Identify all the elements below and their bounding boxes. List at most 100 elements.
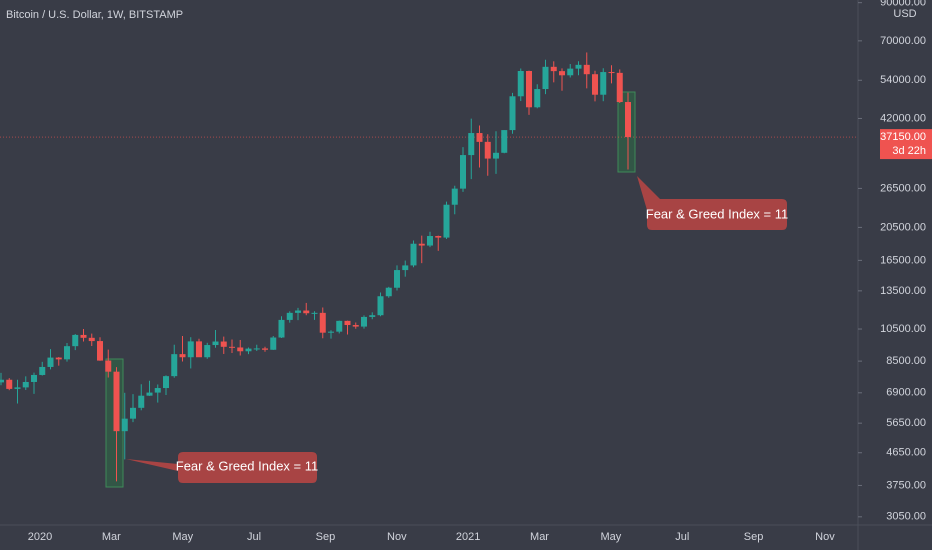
candle-body — [484, 141, 491, 159]
candle-body — [451, 188, 458, 205]
chart-title: Bitcoin / U.S. Dollar, 1W, BITSTAMP — [6, 9, 183, 21]
candle-body — [361, 316, 367, 327]
candle-body — [443, 204, 450, 238]
x-tick-label: Jul — [675, 531, 689, 543]
y-tick-label: 6900.00 — [886, 387, 926, 399]
candle-body — [311, 312, 318, 314]
candle-body — [567, 68, 574, 76]
candle-body — [559, 71, 565, 76]
candle-body — [352, 325, 359, 327]
candle-body — [608, 72, 615, 74]
candle-body — [113, 371, 120, 432]
candle-body — [550, 66, 557, 72]
candle-body — [344, 320, 351, 326]
candle-body — [319, 312, 326, 333]
candle-body — [39, 366, 46, 375]
candle-body — [80, 334, 87, 338]
candle-body — [220, 341, 227, 347]
candle-body — [410, 243, 417, 266]
x-tick-label: Mar — [102, 531, 121, 543]
x-tick-label: 2020 — [28, 531, 52, 543]
candle-body — [212, 341, 219, 346]
callout-text: Fear & Greed Index = 11 — [646, 206, 788, 221]
candle-body — [328, 331, 334, 333]
candle-body — [253, 348, 260, 350]
y-tick-label: 13500.00 — [880, 285, 926, 297]
candle-body — [493, 152, 499, 159]
candle-body — [121, 418, 128, 432]
candle-body — [204, 345, 211, 358]
candle-body — [385, 287, 392, 297]
x-tick-label: Nov — [387, 531, 407, 543]
y-tick-label: 70000.00 — [880, 35, 926, 47]
candle-body — [542, 66, 549, 90]
candle-body — [47, 357, 54, 367]
candle-body — [501, 130, 508, 153]
candle-body — [575, 64, 582, 69]
candle-body — [88, 337, 95, 342]
candle-body — [22, 381, 29, 388]
candle-body — [625, 102, 631, 138]
candle-body — [196, 341, 202, 358]
y-tick-label: 10500.00 — [880, 323, 926, 335]
candle-body — [295, 310, 301, 313]
x-tick-label: May — [600, 531, 621, 543]
candle-body — [460, 155, 466, 189]
candle-body — [435, 236, 442, 238]
x-tick-label: Sep — [316, 531, 336, 543]
candle-body — [55, 357, 62, 360]
y-tick-label: 42000.00 — [880, 112, 926, 124]
price-badge — [880, 129, 932, 160]
candle-body — [402, 265, 409, 271]
candle-body — [262, 348, 268, 350]
candle-body — [187, 341, 194, 358]
candle-body — [600, 72, 607, 95]
y-tick-label: 26500.00 — [880, 182, 926, 194]
callout-bubble — [126, 452, 317, 483]
currency-label: USD — [893, 8, 916, 20]
candle-body — [526, 70, 532, 108]
candle-body — [64, 346, 70, 360]
candle-body — [583, 64, 590, 75]
candle-body — [163, 376, 169, 389]
y-tick-label: 3750.00 — [886, 479, 926, 491]
candle-body — [336, 320, 343, 332]
candle-body — [303, 310, 310, 314]
candle-body — [0, 379, 4, 383]
candle-body — [286, 312, 293, 320]
candle-body — [31, 374, 37, 382]
candle-body — [245, 348, 252, 352]
x-tick-label: Nov — [815, 531, 835, 543]
candle-body — [138, 395, 145, 408]
candle-body — [517, 70, 524, 97]
callout-bubble — [637, 176, 787, 230]
candle-body — [6, 379, 13, 389]
x-tick-label: 2021 — [456, 531, 480, 543]
candles — [0, 52, 631, 482]
x-tick-label: Sep — [744, 531, 764, 543]
x-tick-label: May — [172, 531, 193, 543]
candle-body — [427, 236, 433, 246]
countdown-label: 3d 22h — [892, 145, 926, 157]
candle-body — [229, 346, 235, 348]
candle-body — [616, 72, 623, 103]
y-tick-label: 20500.00 — [880, 221, 926, 233]
candle-body — [270, 337, 277, 350]
candle-body — [14, 387, 21, 389]
y-tick-label: 4650.00 — [886, 447, 926, 459]
y-tick-label: 3050.00 — [886, 511, 926, 523]
candle-body — [154, 388, 161, 393]
candle-body — [171, 354, 178, 377]
candle-body — [534, 89, 541, 108]
candle-body — [377, 296, 384, 316]
y-tick-label: 54000.00 — [880, 74, 926, 86]
candle-body — [369, 315, 376, 317]
y-tick-label: 5650.00 — [886, 417, 926, 429]
candle-body — [476, 133, 483, 142]
candle-body — [278, 319, 285, 338]
candle-body — [592, 74, 598, 95]
y-tick-label: 8500.00 — [886, 355, 926, 367]
price-badge-label: 37150.00 — [880, 131, 926, 143]
